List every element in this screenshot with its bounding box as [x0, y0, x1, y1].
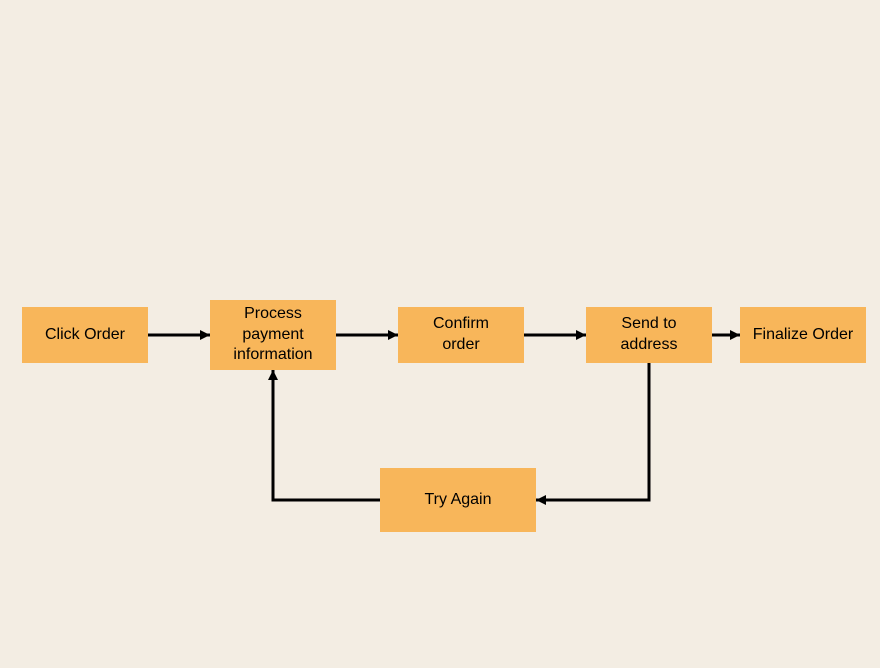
flowchart-canvas: Click Order Processpaymentinformation Conf… [0, 0, 880, 668]
flowchart-node-process-pay: Processpaymentinformation [210, 300, 336, 370]
flowchart-node-confirm: Confirmorder [398, 307, 524, 363]
flowchart-node-send-to: Send toaddress [586, 307, 712, 363]
edge-try-again-to-process-pay [273, 370, 380, 500]
flowchart-node-label: Click Order [45, 325, 125, 346]
flowchart-node-label: Finalize Order [753, 325, 853, 346]
edge-send-to-to-try-again [536, 363, 649, 500]
flowchart-node-try-again: Try Again [380, 468, 536, 532]
flowchart-node-label: Try Again [425, 490, 492, 511]
flowchart-node-label: Processpaymentinformation [233, 304, 312, 366]
flowchart-node-label: Confirmorder [433, 314, 489, 356]
flowchart-node-finalize: Finalize Order [740, 307, 866, 363]
flowchart-node-label: Send toaddress [621, 314, 678, 356]
flowchart-node-click-order: Click Order [22, 307, 148, 363]
